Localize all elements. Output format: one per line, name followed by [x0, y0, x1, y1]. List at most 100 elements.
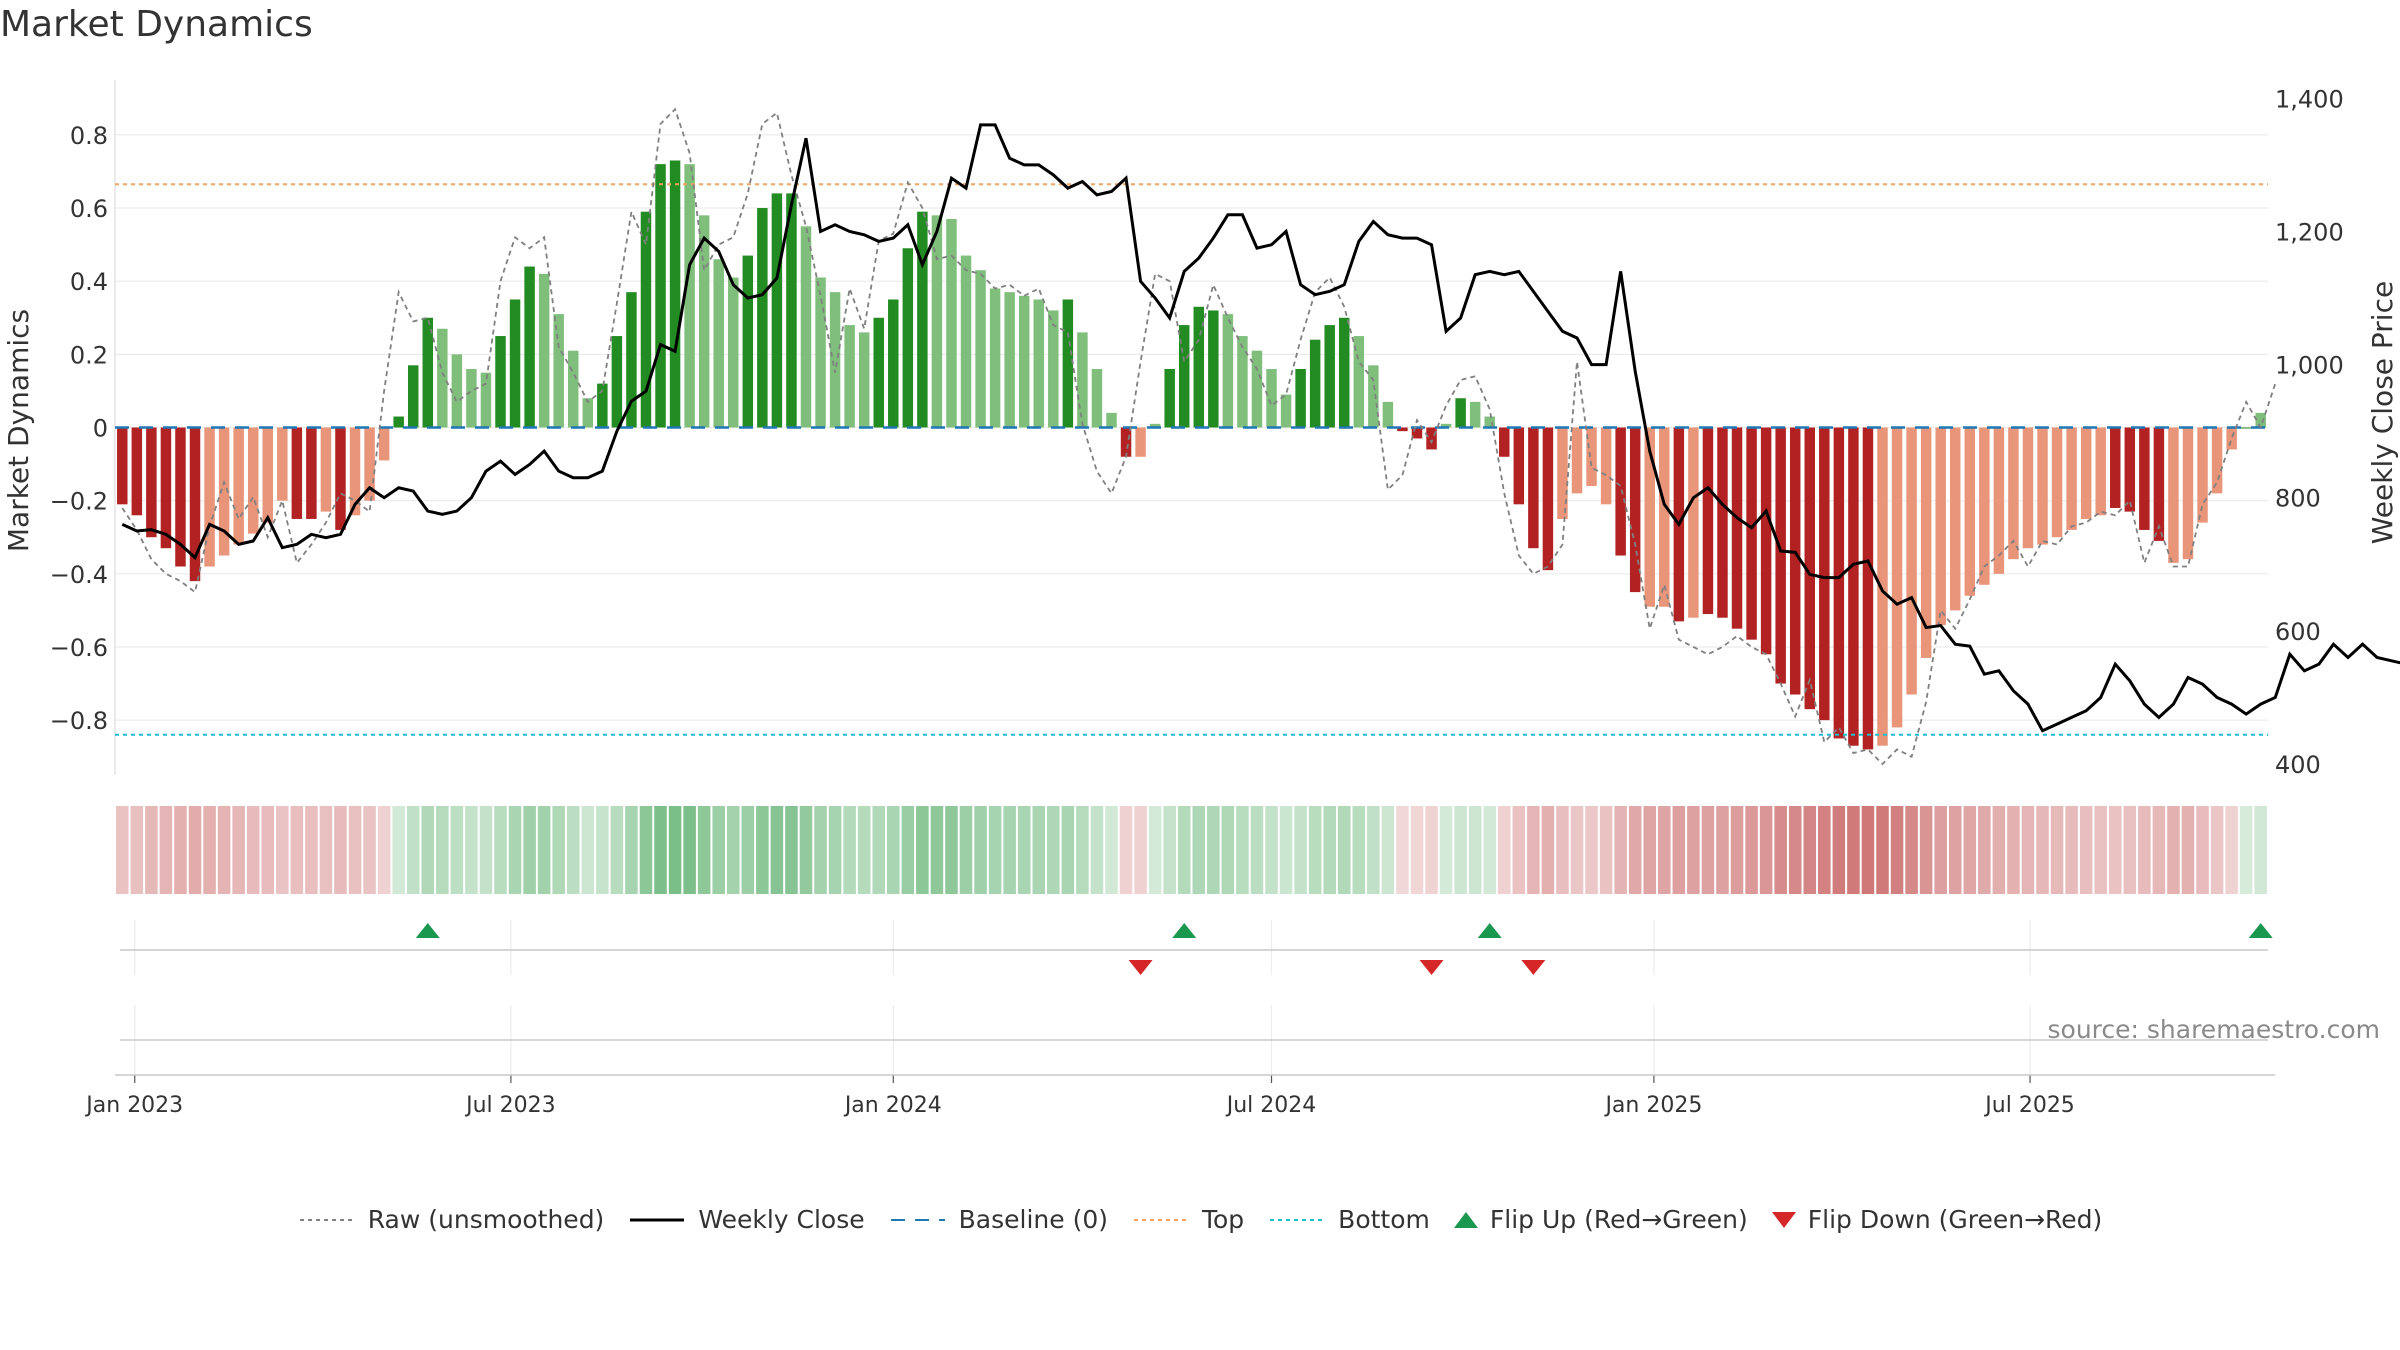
- market-dynamics-bar: [2110, 427, 2121, 508]
- heat-strip-cell: [2079, 806, 2093, 894]
- heat-strip-cell: [1556, 806, 1569, 894]
- flip-up-marker: [1477, 923, 1502, 938]
- heat-strip-cell: [2123, 806, 2137, 894]
- market-dynamics-bar: [1513, 427, 1525, 505]
- heat-strip-cell: [1861, 806, 1875, 894]
- market-dynamics-bar: [2168, 427, 2179, 563]
- heat-strip-cell: [1076, 806, 1089, 894]
- heat-strip-cell: [479, 806, 493, 894]
- market-dynamics-bar: [1411, 427, 1423, 439]
- heat-strip-cell: [596, 806, 609, 894]
- market-dynamics-bar: [1688, 427, 1699, 618]
- y-left-tick-label: −0.8: [50, 707, 108, 735]
- market-dynamics-bar: [1222, 314, 1234, 428]
- flip-down-marker: [1128, 960, 1153, 975]
- market-dynamics-bar: [888, 299, 899, 428]
- heat-strip-cell: [1774, 806, 1787, 894]
- y-right-axis-label: Weekly Close Price: [2366, 281, 2399, 544]
- y-right-tick-label: 1,400: [2275, 85, 2344, 113]
- legend-swatch-mark: [1453, 1211, 1478, 1228]
- heat-strip-cell: [916, 806, 929, 894]
- market-dynamics-bar: [1106, 412, 1117, 428]
- legend-item: Flip Down (Green→Red): [1771, 1205, 2102, 1234]
- heat-strip-cell: [1497, 806, 1511, 894]
- legend-swatch: [1270, 1218, 1325, 1221]
- y-left-tick-label: 0.4: [70, 268, 108, 296]
- heat-strip-cell: [770, 806, 784, 894]
- legend-label: Bottom: [1338, 1205, 1430, 1234]
- heat-strip-cell: [1279, 806, 1293, 894]
- market-dynamics-bar: [349, 427, 361, 516]
- market-dynamics-bar: [975, 270, 986, 428]
- market-dynamics-bar: [1426, 427, 1437, 450]
- heat-strip-cell: [930, 806, 944, 894]
- market-dynamics-bar: [640, 211, 652, 428]
- market-dynamics-bar: [669, 160, 681, 428]
- heat-strip-cell: [1090, 806, 1104, 894]
- legend-item: Top: [1132, 1205, 1244, 1234]
- heat-strip-cell: [377, 806, 391, 894]
- heat-strip-cell: [508, 806, 522, 894]
- y-left-axis-label: Market Dynamics: [2, 309, 35, 552]
- heat-strip-cell: [1323, 806, 1336, 894]
- heat-strip-cell: [1061, 806, 1075, 894]
- market-dynamics-bar: [1833, 427, 1845, 739]
- market-dynamics-bar: [1048, 310, 1059, 428]
- raw-series-line: [121, 107, 2277, 766]
- heat-strip-cell: [348, 806, 362, 894]
- heat-strip-cell: [1017, 806, 1031, 894]
- heat-strip-cell: [654, 806, 667, 894]
- market-dynamics-bar: [291, 427, 303, 519]
- market-dynamics-bar: [1353, 336, 1365, 428]
- source-note: source: sharemaestro.com: [2047, 1015, 2381, 1044]
- chart-legend: Raw (unsmoothed) Weekly Close Baseline (0)…: [0, 1205, 2400, 1234]
- market-dynamics-bar: [1324, 325, 1335, 428]
- legend-label: Raw (unsmoothed): [367, 1205, 605, 1234]
- heat-strip-cell: [436, 806, 449, 894]
- heat-strip-cell: [1847, 806, 1860, 894]
- heat-strip-cell: [1367, 806, 1380, 894]
- market-dynamics-bar: [757, 208, 768, 428]
- heat-strip-cell: [668, 806, 682, 894]
- heat-strip-cell: [174, 806, 187, 894]
- heat-strip-cell: [1396, 806, 1409, 894]
- market-dynamics-bar: [931, 215, 943, 428]
- heat-strip-cell: [2065, 806, 2078, 894]
- market-dynamics-bar: [960, 255, 972, 428]
- heat-strip-cell: [392, 806, 405, 894]
- heat-strip-cell: [188, 806, 202, 894]
- heat-strip-cell: [2152, 806, 2166, 894]
- heat-strip-cell: [1876, 806, 1889, 894]
- heat-strip-cell: [305, 806, 318, 894]
- heat-strip-cell: [1978, 806, 1991, 894]
- legend-swatch: [1453, 1211, 1478, 1228]
- y-left-tick-label: 0: [93, 415, 108, 443]
- heat-strip-cell: [1759, 806, 1773, 894]
- heat-strip-cell: [1265, 806, 1278, 894]
- market-dynamics-bar: [1266, 368, 1277, 428]
- market-dynamics-bar: [466, 368, 477, 428]
- heat-strip-cell: [785, 806, 798, 894]
- legend-swatch: [890, 1218, 945, 1221]
- heat-strip-cell: [1250, 806, 1264, 894]
- market-dynamics-bar: [146, 427, 157, 538]
- x-tick-label: Jul 2023: [464, 1093, 556, 1118]
- heat-strip-cell: [639, 806, 653, 894]
- heat-strip-cell: [2254, 806, 2267, 894]
- heat-strip-cell: [1177, 806, 1191, 894]
- heat-strip-cell: [159, 806, 173, 894]
- heat-strip-cell: [843, 806, 856, 894]
- heat-strip-cell: [319, 806, 333, 894]
- market-dynamics-bar: [1979, 427, 1990, 585]
- market-dynamics-bar: [917, 211, 928, 428]
- y-left-tick-label: −0.4: [50, 561, 108, 589]
- market-dynamics-bar: [1731, 427, 1743, 629]
- market-dynamics-bar: [320, 427, 332, 512]
- heat-strip-cell: [1628, 806, 1642, 894]
- heat-strip-cell: [406, 806, 420, 894]
- legend-item: Bottom: [1268, 1205, 1430, 1234]
- market-dynamics-bar: [335, 427, 346, 530]
- heat-strip-cell: [246, 806, 260, 894]
- y-right-tick-label: 400: [2275, 751, 2321, 779]
- market-dynamics-bar: [2037, 427, 2048, 545]
